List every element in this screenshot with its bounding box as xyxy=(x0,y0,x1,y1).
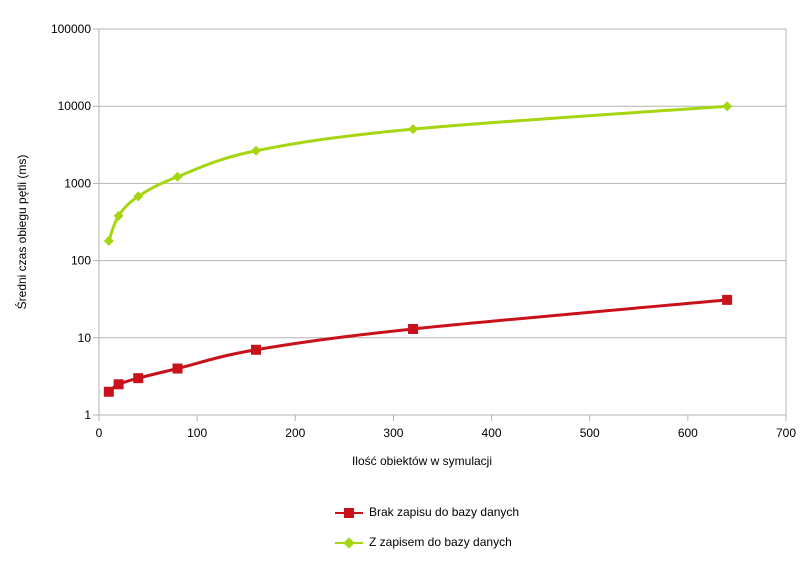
data-point-db-write xyxy=(408,124,419,135)
data-point-db-write xyxy=(113,210,124,221)
series-db-write xyxy=(103,101,733,246)
legend: Brak zapisu do bazy danych Z zapisem do b… xyxy=(335,502,519,562)
plot-series xyxy=(103,101,733,397)
data-point-db-write xyxy=(251,145,262,156)
data-point-db-write xyxy=(133,191,144,202)
y-tick-label: 100 xyxy=(71,254,91,268)
square-marker-icon xyxy=(344,508,354,518)
legend-label: Z zapisem do bazy danych xyxy=(369,535,512,549)
data-point-db-write xyxy=(103,235,114,246)
data-point-no-db-write xyxy=(103,386,114,397)
legend-item-db-write: Z zapisem do bazy danych xyxy=(335,532,519,562)
series-line-db-write xyxy=(107,104,728,242)
grid xyxy=(99,28,786,416)
y-tick-label: 10000 xyxy=(58,99,92,113)
y-tick-label: 10 xyxy=(78,331,92,345)
legend-item-no-db-write: Brak zapisu do bazy danych xyxy=(335,502,519,532)
x-tick-label: 500 xyxy=(580,426,600,440)
diamond-marker-icon xyxy=(343,537,355,549)
x-tick-label: 600 xyxy=(678,426,698,440)
y-tick-label: 100000 xyxy=(51,22,91,36)
x-tick-label: 700 xyxy=(776,426,796,440)
data-point-no-db-write xyxy=(133,373,144,384)
x-tick-label: 100 xyxy=(187,426,207,440)
data-point-no-db-write xyxy=(113,379,124,390)
x-tick-label: 200 xyxy=(285,426,305,440)
legend-label: Brak zapisu do bazy danych xyxy=(369,505,520,519)
y-tick-label: 1 xyxy=(84,408,91,422)
x-axis-label: Ilość obiektów w symulacji xyxy=(352,454,492,468)
data-point-no-db-write xyxy=(408,324,419,335)
y-axis-label: Średni czas obiegu pętli (ms) xyxy=(14,155,29,310)
data-point-no-db-write xyxy=(251,344,262,355)
series-no-db-write xyxy=(103,294,733,397)
data-point-no-db-write xyxy=(722,294,733,305)
x-tick-label: 0 xyxy=(96,426,103,440)
x-tick-label: 300 xyxy=(383,426,403,440)
data-point-no-db-write xyxy=(172,363,183,374)
x-tick-label: 400 xyxy=(482,426,502,440)
data-point-db-write xyxy=(172,171,183,182)
axes: 1 10 100 1000 10000 100000 0 100 200 300 400 500 600… xyxy=(51,22,796,440)
data-point-db-write xyxy=(722,101,733,112)
series-line-no-db-write xyxy=(107,298,728,393)
y-tick-label: 1000 xyxy=(64,176,91,190)
